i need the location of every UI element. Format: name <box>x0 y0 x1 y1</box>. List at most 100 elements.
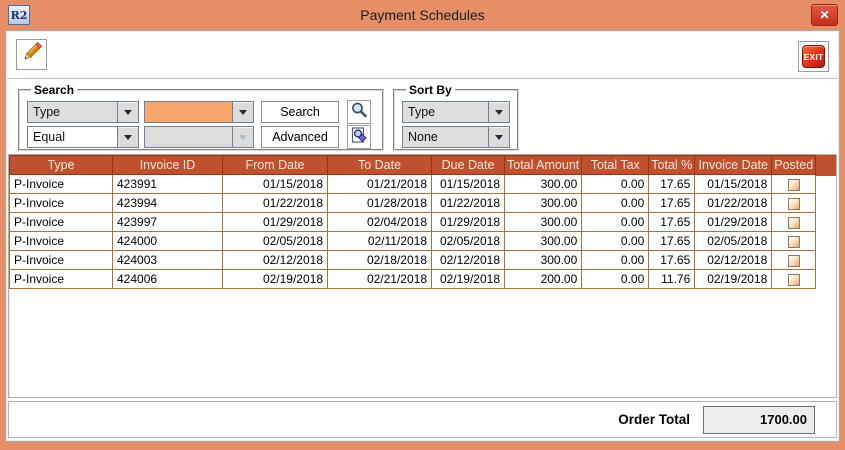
posted-checkbox[interactable] <box>787 235 800 248</box>
search-operator-combo[interactable]: Equal <box>27 126 139 148</box>
table-row[interactable]: P-Invoice 423994 01/22/2018 01/28/2018 01/22… <box>9 193 817 213</box>
search-group: Search Type Search <box>18 83 384 151</box>
cell-total-amount: 300.00 <box>503 193 583 213</box>
table-row[interactable]: P-Invoice 424000 02/05/2018 02/11/2018 02/05… <box>9 231 817 251</box>
advanced-search-icon <box>350 126 368 149</box>
column-header-invoice-id[interactable]: Invoice ID <box>112 155 223 175</box>
cell-to-date: 01/28/2018 <box>327 193 432 213</box>
cell-type: P-Invoice <box>9 174 113 194</box>
cell-invoice-date: 01/22/2018 <box>694 193 773 213</box>
table-row[interactable]: P-Invoice 424006 02/19/2018 02/21/2018 02/19… <box>9 269 817 289</box>
search-value2-combo <box>144 126 254 148</box>
search-button[interactable]: Search <box>261 101 339 123</box>
advanced-search-button[interactable] <box>347 125 371 149</box>
column-header-total[interactable]: Total % <box>648 155 696 175</box>
chevron-down-icon[interactable] <box>117 102 138 122</box>
cell-to-date: 01/21/2018 <box>327 174 432 194</box>
search-value-combo[interactable] <box>144 101 254 123</box>
cell-invoice-id: 423994 <box>112 193 223 213</box>
cell-type: P-Invoice <box>9 231 113 251</box>
cell-due-date: 01/15/2018 <box>431 174 505 194</box>
table-header-row: Type Invoice ID From Date To Date Due Date To… <box>9 155 817 175</box>
cell-invoice-id: 423991 <box>112 174 223 194</box>
column-header-from-date[interactable]: From Date <box>222 155 328 175</box>
order-total-value: 1700.00 <box>760 412 807 427</box>
cell-invoice-id: 424006 <box>112 269 223 289</box>
cell-due-date: 02/19/2018 <box>431 269 505 289</box>
table-row[interactable]: P-Invoice 424003 02/12/2018 02/18/2018 02/12… <box>9 250 817 270</box>
cell-total-pct: 17.65 <box>648 250 696 270</box>
cell-due-date: 01/29/2018 <box>431 212 505 232</box>
posted-checkbox[interactable] <box>787 178 800 191</box>
pencil-icon <box>20 40 44 69</box>
cell-total-amount: 300.00 <box>503 212 583 232</box>
cell-invoice-date: 02/12/2018 <box>694 250 773 270</box>
close-icon: ✕ <box>819 8 830 22</box>
cell-total-pct: 17.65 <box>648 231 696 251</box>
cell-type: P-Invoice <box>9 193 113 213</box>
cell-to-date: 02/21/2018 <box>327 269 432 289</box>
cell-type: P-Invoice <box>9 212 113 232</box>
payment-schedule-table: Type Invoice ID From Date To Date Due Date To… <box>8 154 837 398</box>
cell-invoice-id: 423997 <box>112 212 223 232</box>
data-grid: Type Invoice ID From Date To Date Due Date To… <box>9 155 817 289</box>
cell-type: P-Invoice <box>9 269 113 289</box>
posted-checkbox[interactable] <box>787 197 800 210</box>
cell-total-pct: 17.65 <box>648 212 696 232</box>
cell-invoice-date: 02/19/2018 <box>694 269 773 289</box>
cell-total-amount: 300.00 <box>503 231 583 251</box>
cell-invoice-date: 02/05/2018 <box>694 231 773 251</box>
cell-total-pct: 17.65 <box>648 174 696 194</box>
cell-invoice-date: 01/29/2018 <box>694 212 773 232</box>
app-logo-icon: R2 <box>8 5 30 25</box>
table-row[interactable]: P-Invoice 423997 01/29/2018 02/04/2018 01/29… <box>9 212 817 232</box>
cell-to-date: 02/11/2018 <box>327 231 432 251</box>
posted-checkbox[interactable] <box>787 273 800 286</box>
sort-secondary-combo[interactable]: None <box>402 126 510 148</box>
cell-from-date: 02/12/2018 <box>222 250 328 270</box>
search-field-combo[interactable]: Type <box>27 101 139 123</box>
magnifier-icon <box>350 101 368 124</box>
search-lookup-button[interactable] <box>347 100 371 124</box>
cell-to-date: 02/04/2018 <box>327 212 432 232</box>
cell-total-tax: 0.00 <box>581 250 650 270</box>
footer-bar: Order Total 1700.00 <box>8 401 837 438</box>
column-header-due-date[interactable]: Due Date <box>431 155 505 175</box>
close-button[interactable]: ✕ <box>811 4 838 26</box>
cell-from-date: 01/15/2018 <box>222 174 328 194</box>
cell-posted <box>771 250 817 270</box>
cell-due-date: 02/12/2018 <box>431 250 505 270</box>
column-header-total-amount[interactable]: Total Amount <box>503 155 583 175</box>
cell-total-tax: 0.00 <box>581 269 650 289</box>
chevron-down-icon[interactable] <box>488 102 509 122</box>
chevron-down-icon[interactable] <box>117 127 138 147</box>
window-title: Payment Schedules <box>360 7 485 23</box>
cell-total-tax: 0.00 <box>581 174 650 194</box>
chevron-down-icon[interactable] <box>232 102 253 122</box>
order-total-label: Order Total <box>618 412 690 427</box>
chevron-down-icon[interactable] <box>488 127 509 147</box>
posted-checkbox[interactable] <box>787 254 800 267</box>
column-header-posted[interactable]: Posted <box>771 155 817 175</box>
exit-button[interactable]: EXIT <box>798 41 829 72</box>
advanced-button[interactable]: Advanced <box>261 126 339 148</box>
sort-primary-combo[interactable]: Type <box>402 101 510 123</box>
column-header-total-tax[interactable]: Total Tax <box>581 155 650 175</box>
posted-checkbox[interactable] <box>787 216 800 229</box>
cell-from-date: 01/29/2018 <box>222 212 328 232</box>
cell-posted <box>771 212 817 232</box>
cell-total-tax: 0.00 <box>581 212 650 232</box>
exit-icon: EXIT <box>802 45 825 68</box>
edit-button[interactable] <box>16 39 47 70</box>
cell-invoice-date: 01/15/2018 <box>694 174 773 194</box>
table-row[interactable]: P-Invoice 423991 01/15/2018 01/21/2018 01/15… <box>9 174 817 194</box>
cell-posted <box>771 193 817 213</box>
column-header-to-date[interactable]: To Date <box>327 155 432 175</box>
cell-total-amount: 300.00 <box>503 250 583 270</box>
cell-total-pct: 17.65 <box>648 193 696 213</box>
column-header-invoice-date[interactable]: Invoice Date <box>694 155 773 175</box>
column-header-type[interactable]: Type <box>9 155 113 175</box>
cell-total-tax: 0.00 <box>581 193 650 213</box>
cell-from-date: 02/05/2018 <box>222 231 328 251</box>
